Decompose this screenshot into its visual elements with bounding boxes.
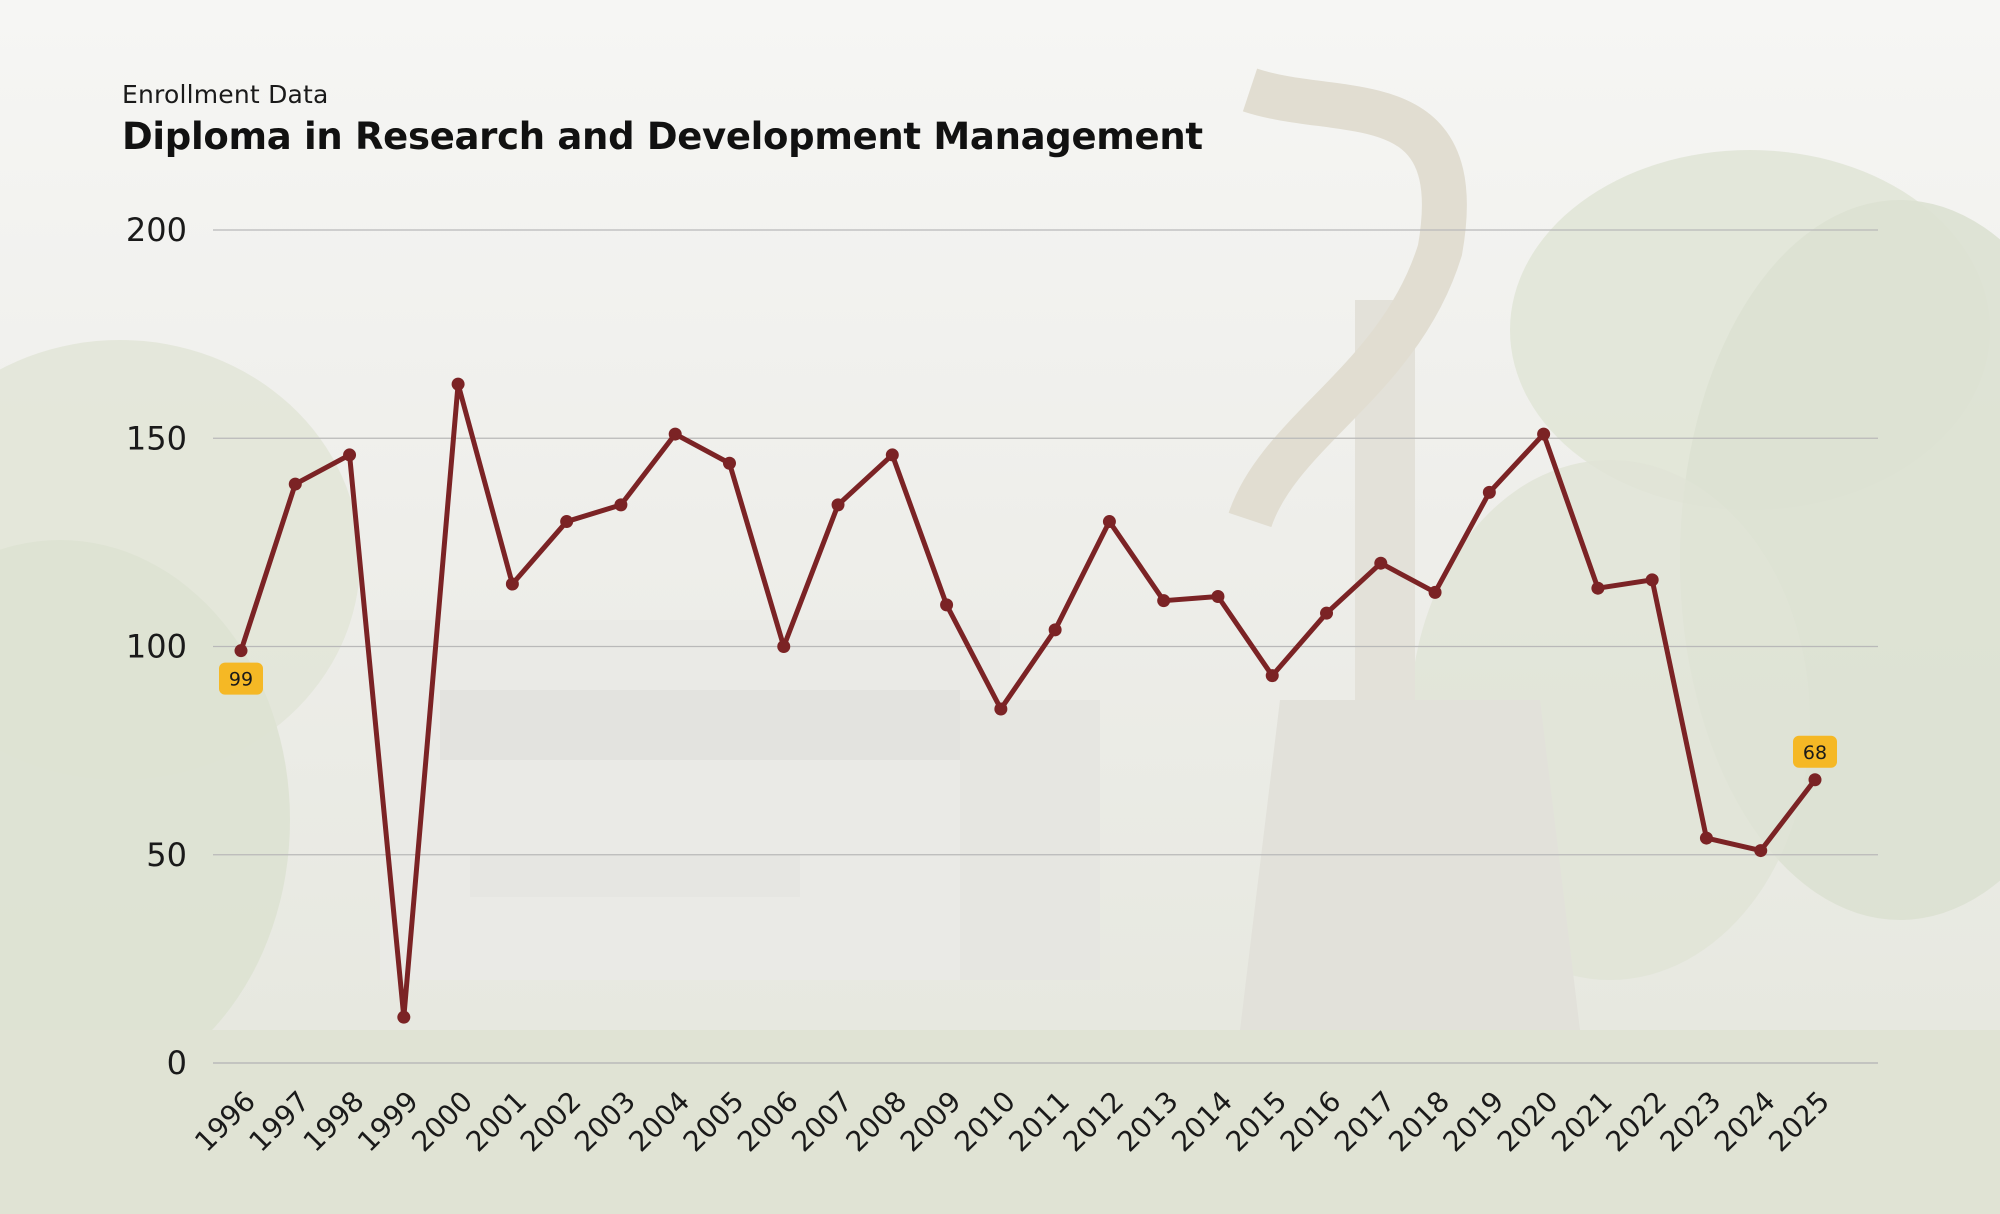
data-point bbox=[668, 427, 682, 441]
x-tick-label: 1999 bbox=[351, 1085, 425, 1159]
chart-title: Diploma in Research and Development Mana… bbox=[122, 115, 1203, 158]
x-tick-label: 2020 bbox=[1491, 1085, 1565, 1159]
x-tick-label: 2025 bbox=[1762, 1085, 1836, 1159]
y-tick-label: 50 bbox=[146, 836, 187, 874]
data-label-badge bbox=[219, 662, 263, 695]
data-point bbox=[451, 377, 465, 391]
data-point bbox=[343, 448, 357, 462]
data-point bbox=[1699, 831, 1713, 845]
x-tick-label: 2022 bbox=[1599, 1085, 1673, 1159]
data-point bbox=[1157, 594, 1171, 608]
data-label-text: 99 bbox=[229, 669, 253, 691]
data-point bbox=[1645, 573, 1659, 587]
x-tick-label: 2015 bbox=[1219, 1085, 1293, 1159]
x-tick-label: 2006 bbox=[731, 1085, 805, 1159]
data-point bbox=[1102, 515, 1116, 529]
data-point bbox=[1428, 585, 1442, 599]
x-tick-label: 2011 bbox=[1002, 1085, 1076, 1159]
data-point bbox=[994, 702, 1008, 716]
x-tick-label: 1996 bbox=[188, 1085, 262, 1159]
data-point bbox=[560, 515, 574, 529]
x-tick-label: 2010 bbox=[948, 1085, 1022, 1159]
x-tick-label: 2001 bbox=[460, 1085, 534, 1159]
x-tick-label: 2012 bbox=[1057, 1085, 1131, 1159]
data-point bbox=[234, 644, 248, 658]
data-point bbox=[614, 498, 628, 512]
x-tick-label: 2021 bbox=[1545, 1085, 1619, 1159]
data-point bbox=[722, 456, 736, 470]
y-tick-label: 150 bbox=[126, 419, 187, 457]
data-point bbox=[1482, 485, 1496, 499]
y-tick-label: 0 bbox=[167, 1044, 187, 1082]
data-point bbox=[1754, 844, 1768, 858]
x-tick-label: 2013 bbox=[1111, 1085, 1185, 1159]
x-tick-label: 2017 bbox=[1328, 1085, 1402, 1159]
chart-header: Enrollment Data Diploma in Research and … bbox=[122, 80, 1203, 158]
data-point bbox=[1591, 581, 1605, 595]
x-tick-label: 2003 bbox=[568, 1085, 642, 1159]
data-point bbox=[885, 448, 899, 462]
data-point bbox=[940, 598, 954, 612]
x-tick-label: 2019 bbox=[1437, 1085, 1511, 1159]
x-tick-label: 1998 bbox=[297, 1085, 371, 1159]
data-point bbox=[831, 498, 845, 512]
x-tick-label: 2004 bbox=[622, 1085, 696, 1159]
data-point bbox=[1211, 590, 1225, 604]
data-label-badge bbox=[1793, 735, 1837, 768]
series-line bbox=[238, 381, 1818, 1020]
x-tick-label: 2007 bbox=[785, 1085, 859, 1159]
y-axis-ticks: 0 50 100 150 200 bbox=[126, 211, 187, 1082]
data-point bbox=[505, 577, 519, 591]
x-tick-label: 2023 bbox=[1654, 1085, 1728, 1159]
x-tick-label: 2018 bbox=[1382, 1085, 1456, 1159]
data-labels: 99 68 bbox=[219, 662, 1837, 768]
grid-layer bbox=[213, 229, 1878, 1064]
series-layer bbox=[234, 377, 1822, 1024]
y-tick-label: 200 bbox=[126, 211, 187, 249]
data-point bbox=[1265, 669, 1279, 683]
data-point bbox=[1048, 623, 1062, 637]
x-tick-label: 2024 bbox=[1708, 1085, 1782, 1159]
data-point bbox=[1320, 606, 1334, 620]
data-point bbox=[1374, 556, 1388, 570]
x-tick-label: 2009 bbox=[894, 1085, 968, 1159]
x-axis-ticks: 1996199719981999200020012002200320042005… bbox=[188, 1085, 1836, 1159]
x-tick-label: 2000 bbox=[405, 1085, 479, 1159]
data-label-text: 68 bbox=[1803, 742, 1827, 764]
x-tick-label: 2008 bbox=[840, 1085, 914, 1159]
chart-subtitle: Enrollment Data bbox=[122, 80, 329, 109]
data-point bbox=[397, 1010, 411, 1024]
data-point bbox=[777, 640, 791, 653]
x-tick-label: 2016 bbox=[1274, 1085, 1348, 1159]
data-point bbox=[288, 477, 302, 491]
x-tick-label: 2014 bbox=[1165, 1085, 1239, 1159]
data-point bbox=[1537, 427, 1551, 441]
x-tick-label: 1997 bbox=[242, 1085, 316, 1159]
data-point bbox=[1808, 773, 1822, 787]
x-tick-label: 2002 bbox=[514, 1085, 588, 1159]
y-tick-label: 100 bbox=[126, 628, 187, 666]
x-tick-label: 2005 bbox=[677, 1085, 751, 1159]
